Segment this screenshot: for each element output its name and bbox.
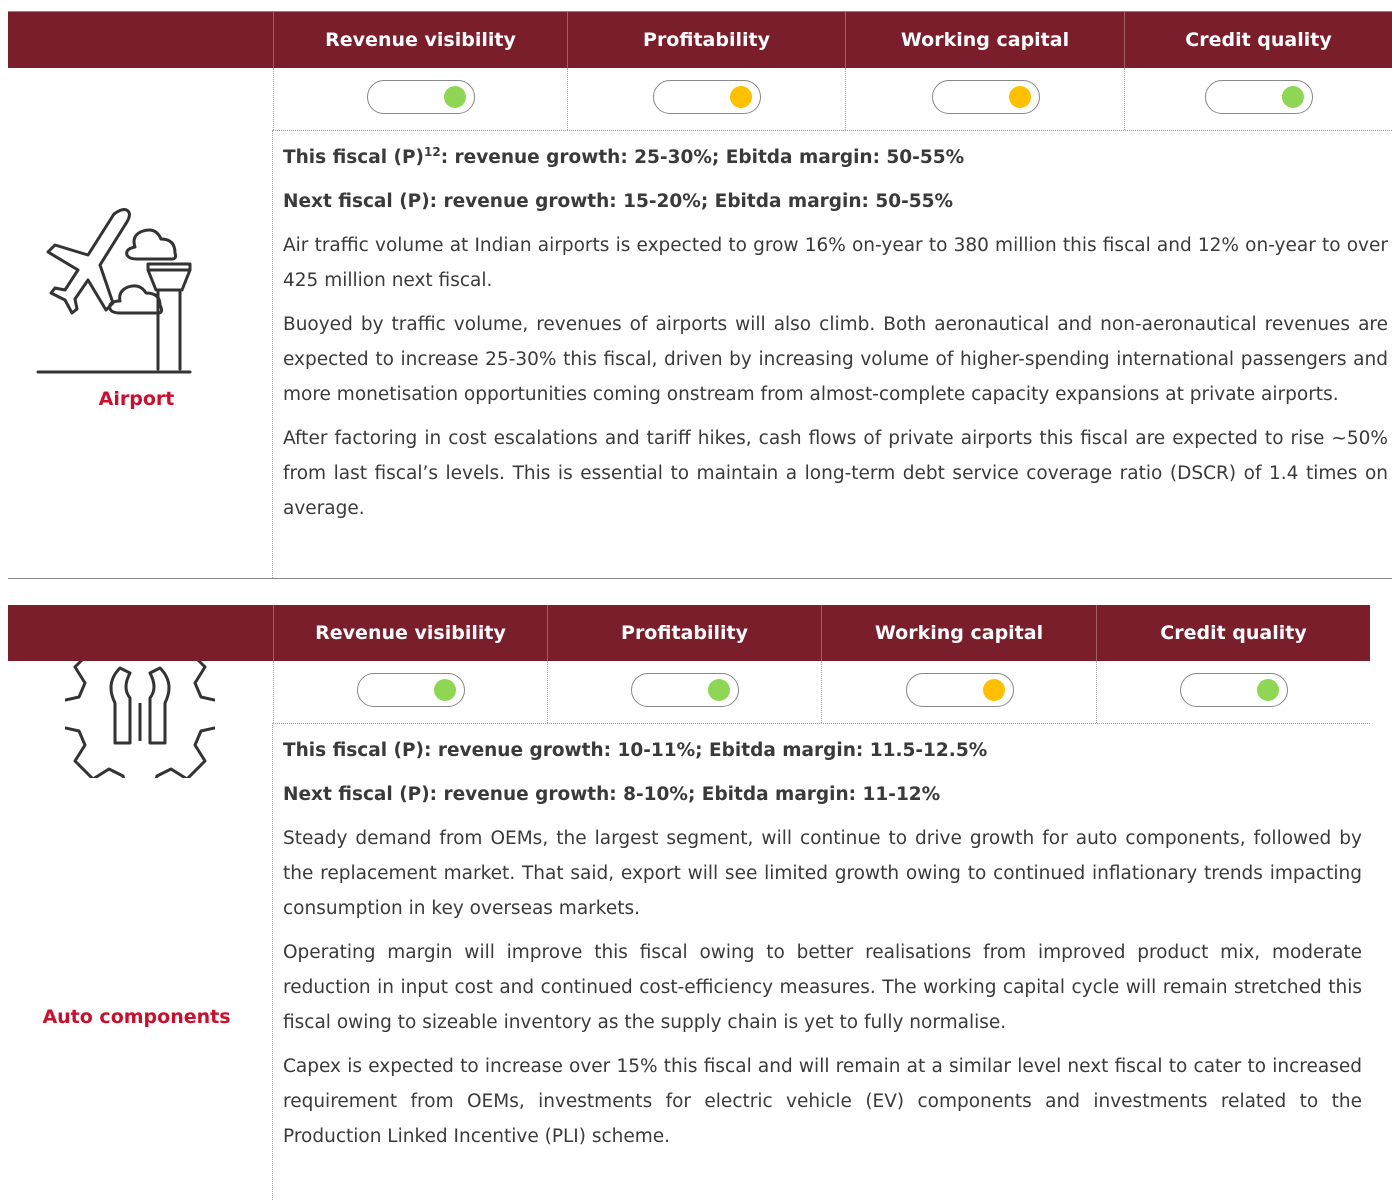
sector-text: This fiscal (P)12: revenue growth: 25-30… (283, 140, 1388, 535)
divider (8, 11, 1392, 12)
column-header: Revenue visibility (273, 605, 547, 661)
paragraph: Air traffic volume at Indian airports is… (283, 235, 1388, 291)
sector-block: Revenue visibility Profitability Working c… (0, 605, 1392, 1200)
indicator-cell (273, 68, 567, 130)
paragraph: Steady demand from OEMs, the largest seg… (283, 828, 1362, 919)
sector-column (0, 130, 273, 578)
sector-text: This fiscal (P): revenue growth: 10-11%;… (283, 733, 1362, 1163)
status-toggle (931, 80, 1040, 114)
indicator-cell (547, 661, 821, 723)
indicator-row (273, 68, 1392, 131)
footnote-ref: 12 (424, 144, 441, 159)
status-dot (708, 679, 730, 701)
gear-icon (65, 632, 215, 778)
indicator-cell (1096, 661, 1370, 723)
sector-block: Revenue visibility Profitability Working c… (0, 12, 1392, 578)
indicator-cell (567, 68, 845, 130)
column-header: Working capital (821, 605, 1096, 661)
column-header: Profitability (547, 605, 821, 661)
column-header: Revenue visibility (273, 12, 567, 68)
status-dot (434, 679, 456, 701)
highlight-text: This fiscal (P): revenue growth: 10-11%;… (283, 740, 988, 761)
divider (8, 578, 1392, 579)
indicator-row (273, 661, 1370, 724)
column-header: Credit quality (1096, 605, 1370, 661)
column-header: Working capital (845, 12, 1124, 68)
header-bar (8, 12, 1392, 68)
status-dot (730, 86, 752, 108)
column-header: Credit quality (1124, 12, 1392, 68)
sector-name: Airport (98, 388, 175, 410)
indicator-cell (273, 661, 547, 723)
status-dot (1008, 86, 1031, 108)
sector-name: Auto components (42, 1006, 231, 1028)
highlight: Next fiscal (P): revenue growth: 8-10%; … (283, 777, 1362, 812)
column-header: Profitability (567, 12, 845, 68)
indicator-cell (1124, 68, 1392, 130)
status-toggle (631, 673, 739, 707)
indicator-cell (845, 68, 1124, 130)
status-toggle (1205, 80, 1313, 114)
highlight: This fiscal (P)12: revenue growth: 25-30… (283, 140, 1388, 175)
paragraph: After factoring in cost escalations and … (283, 428, 1388, 519)
status-toggle (653, 80, 761, 114)
status-dot (982, 679, 1005, 701)
highlight-text: Next fiscal (P): revenue growth: 8-10%; … (283, 784, 941, 805)
highlight: Next fiscal (P): revenue growth: 15-20%;… (283, 184, 1388, 219)
header-bar (8, 605, 1370, 661)
highlight-text: Next fiscal (P): revenue growth: 15-20%;… (283, 191, 954, 212)
indicator-cell (821, 661, 1096, 723)
status-toggle (1180, 673, 1288, 707)
paragraph: Capex is expected to increase over 15% t… (283, 1056, 1362, 1147)
highlight: This fiscal (P): revenue growth: 10-11%;… (283, 733, 1362, 768)
paragraph: Operating margin will improve this fisca… (283, 942, 1362, 1033)
status-dot (444, 86, 466, 108)
paragraph: Buoyed by traffic volume, revenues of ai… (283, 314, 1388, 405)
airport-icon (36, 208, 192, 374)
status-toggle (905, 673, 1014, 707)
status-toggle (357, 673, 465, 707)
highlight-lead: This fiscal (P) (283, 147, 425, 168)
status-dot (1282, 86, 1304, 108)
status-toggle (367, 80, 475, 114)
highlight-text: : revenue growth: 25-30%; Ebitda margin:… (440, 147, 965, 168)
sector-column (0, 723, 273, 1200)
status-dot (1257, 679, 1279, 701)
